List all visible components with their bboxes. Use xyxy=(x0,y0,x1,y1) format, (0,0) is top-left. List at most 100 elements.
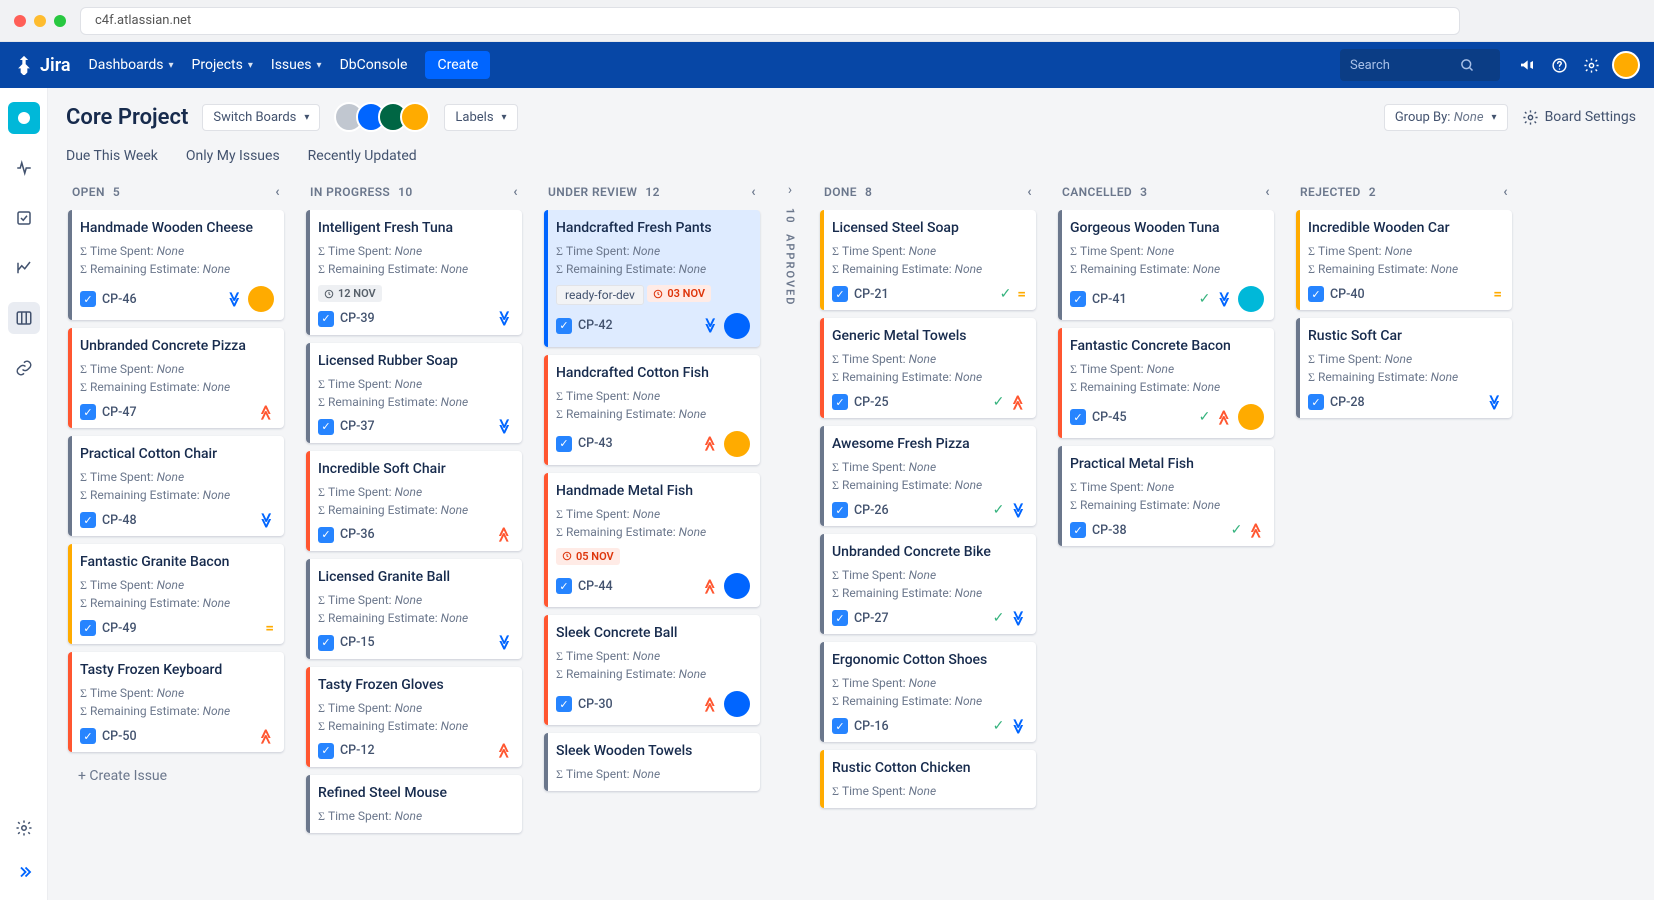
megaphone-icon[interactable] xyxy=(1512,50,1542,80)
collapse-column-icon[interactable]: ‹ xyxy=(1265,184,1270,200)
issue-card[interactable]: Incredible Soft Chair Σ Time Spent: None… xyxy=(306,451,522,551)
issue-card[interactable]: Handmade Metal Fish Σ Time Spent: None Σ… xyxy=(544,473,760,608)
card-title: Licensed Granite Ball xyxy=(318,569,512,585)
issue-type-icon: ✓ xyxy=(80,404,96,420)
profile-avatar[interactable] xyxy=(1612,51,1640,79)
chevron-down-icon: ▾ xyxy=(248,60,253,71)
issue-card[interactable]: Refined Steel MouseΣ Time Spent: None xyxy=(306,775,522,833)
quick-filter[interactable]: Only My Issues xyxy=(186,148,280,164)
issue-key: CP-47 xyxy=(102,405,137,420)
project-avatar-icon[interactable] xyxy=(8,102,40,134)
nav-item-issues[interactable]: Issues▾ xyxy=(271,57,322,73)
collapse-column-icon[interactable]: ‹ xyxy=(1027,184,1032,200)
card-title: Licensed Steel Soap xyxy=(832,220,1026,236)
issue-card[interactable]: Handcrafted Fresh Pants Σ Time Spent: No… xyxy=(544,210,760,347)
issue-key: CP-26 xyxy=(854,503,889,518)
tasks-icon[interactable] xyxy=(8,202,40,234)
issue-card[interactable]: Tasty Frozen Gloves Σ Time Spent: None Σ… xyxy=(306,667,522,767)
column-in progress: In Progress 10 ‹ Intelligent Fresh Tuna … xyxy=(298,174,530,888)
time-spent-label: Σ Time Spent: None xyxy=(318,591,512,609)
member-avatar[interactable] xyxy=(400,102,430,132)
maximize-window-icon[interactable] xyxy=(54,15,66,27)
issue-card[interactable]: Sleek Wooden TowelsΣ Time Spent: None xyxy=(544,733,760,791)
issue-card[interactable]: Sleek Concrete Ball Σ Time Spent: None Σ… xyxy=(544,615,760,725)
link-icon[interactable] xyxy=(8,352,40,384)
collapsed-column-approved[interactable]: › 10 APPROVED xyxy=(774,174,806,888)
issue-card[interactable]: Handmade Wooden Cheese Σ Time Spent: Non… xyxy=(68,210,284,320)
priority-icon: ≫ xyxy=(1011,394,1026,410)
chevron-down-icon: ▾ xyxy=(502,112,507,123)
issue-card[interactable]: Handcrafted Cotton Fish Σ Time Spent: No… xyxy=(544,355,760,465)
assignee-avatar[interactable] xyxy=(1238,404,1264,430)
search-input[interactable] xyxy=(1350,58,1460,73)
assignee-avatar[interactable] xyxy=(248,286,274,312)
issue-card[interactable]: Licensed Rubber Soap Σ Time Spent: None … xyxy=(306,343,522,443)
jira-logo-icon xyxy=(14,55,34,75)
issue-card[interactable]: Licensed Granite Ball Σ Time Spent: None… xyxy=(306,559,522,659)
create-button[interactable]: Create xyxy=(425,51,490,79)
issue-card[interactable]: Unbranded Concrete Bike Σ Time Spent: No… xyxy=(820,534,1036,634)
labels-dropdown[interactable]: Labels▾ xyxy=(444,104,517,131)
issue-card[interactable]: Fantastic Granite Bacon Σ Time Spent: No… xyxy=(68,544,284,644)
nav-item-dbconsole[interactable]: DbConsole xyxy=(340,57,408,73)
issue-card[interactable]: Practical Cotton Chair Σ Time Spent: Non… xyxy=(68,436,284,536)
column-count: 2 xyxy=(1369,185,1376,199)
priority-icon: ≫ xyxy=(497,527,512,543)
issue-card[interactable]: Licensed Steel Soap Σ Time Spent: None Σ… xyxy=(820,210,1036,310)
issue-card[interactable]: Ergonomic Cotton Shoes Σ Time Spent: Non… xyxy=(820,642,1036,742)
jira-logo[interactable]: Jira xyxy=(14,55,71,76)
quick-filter[interactable]: Recently Updated xyxy=(308,148,417,164)
issue-card[interactable]: Generic Metal Towels Σ Time Spent: None … xyxy=(820,318,1036,418)
gear-icon[interactable] xyxy=(8,812,40,844)
issue-card[interactable]: Awesome Fresh Pizza Σ Time Spent: None Σ… xyxy=(820,426,1036,526)
clock-icon xyxy=(324,289,334,299)
search-box[interactable] xyxy=(1340,49,1500,81)
close-window-icon[interactable] xyxy=(14,15,26,27)
issue-type-icon: ✓ xyxy=(1070,522,1086,538)
create-issue-link[interactable]: + Create Issue xyxy=(68,760,284,792)
minimize-window-icon[interactable] xyxy=(34,15,46,27)
collapse-column-icon[interactable]: ‹ xyxy=(751,184,756,200)
clock-icon xyxy=(653,289,663,299)
collapse-rail-icon[interactable] xyxy=(8,856,40,888)
expand-column-icon[interactable]: › xyxy=(788,182,792,198)
card-title: Refined Steel Mouse xyxy=(318,785,512,801)
switch-boards-dropdown[interactable]: Switch Boards▾ xyxy=(202,104,320,131)
issue-type-icon: ✓ xyxy=(318,311,334,327)
issue-type-icon: ✓ xyxy=(1070,291,1086,307)
board-members[interactable] xyxy=(334,102,430,132)
help-icon[interactable] xyxy=(1544,50,1574,80)
assignee-avatar[interactable] xyxy=(724,573,750,599)
issue-type-icon: ✓ xyxy=(832,610,848,626)
board-settings-link[interactable]: Board Settings xyxy=(1522,109,1636,126)
issue-card[interactable]: Intelligent Fresh Tuna Σ Time Spent: Non… xyxy=(306,210,522,335)
assignee-avatar[interactable] xyxy=(724,431,750,457)
url-bar[interactable]: c4f.atlassian.net xyxy=(80,7,1460,35)
issue-card[interactable]: Fantastic Concrete Bacon Σ Time Spent: N… xyxy=(1058,328,1274,438)
collapse-column-icon[interactable]: ‹ xyxy=(1503,184,1508,200)
group-by-dropdown[interactable]: Group By: None▾ xyxy=(1384,104,1508,131)
issue-card[interactable]: Rustic Cotton ChickenΣ Time Spent: None xyxy=(820,750,1036,808)
nav-item-dashboards[interactable]: Dashboards▾ xyxy=(89,57,174,73)
collapse-column-icon[interactable]: ‹ xyxy=(513,184,518,200)
reports-icon[interactable] xyxy=(8,252,40,284)
issue-card[interactable]: Rustic Soft Car Σ Time Spent: None Σ Rem… xyxy=(1296,318,1512,418)
issue-card[interactable]: Practical Metal Fish Σ Time Spent: None … xyxy=(1058,446,1274,546)
assignee-avatar[interactable] xyxy=(724,313,750,339)
issue-card[interactable]: Tasty Frozen Keyboard Σ Time Spent: None… xyxy=(68,652,284,752)
assignee-avatar[interactable] xyxy=(1238,286,1264,312)
issue-key: CP-39 xyxy=(340,311,375,326)
issue-card[interactable]: Unbranded Concrete Pizza Σ Time Spent: N… xyxy=(68,328,284,428)
issue-key: CP-45 xyxy=(1092,410,1127,425)
board-icon[interactable] xyxy=(8,302,40,334)
issue-type-icon: ✓ xyxy=(80,291,96,307)
issue-card[interactable]: Gorgeous Wooden Tuna Σ Time Spent: None … xyxy=(1058,210,1274,320)
app-settings-icon[interactable] xyxy=(1576,50,1606,80)
quick-filter[interactable]: Due This Week xyxy=(66,148,158,164)
issue-card[interactable]: Incredible Wooden Car Σ Time Spent: None… xyxy=(1296,210,1512,310)
issue-key: CP-25 xyxy=(854,395,889,410)
assignee-avatar[interactable] xyxy=(724,691,750,717)
nav-item-projects[interactable]: Projects▾ xyxy=(192,57,253,73)
collapse-column-icon[interactable]: ‹ xyxy=(275,184,280,200)
pulse-icon[interactable] xyxy=(8,152,40,184)
